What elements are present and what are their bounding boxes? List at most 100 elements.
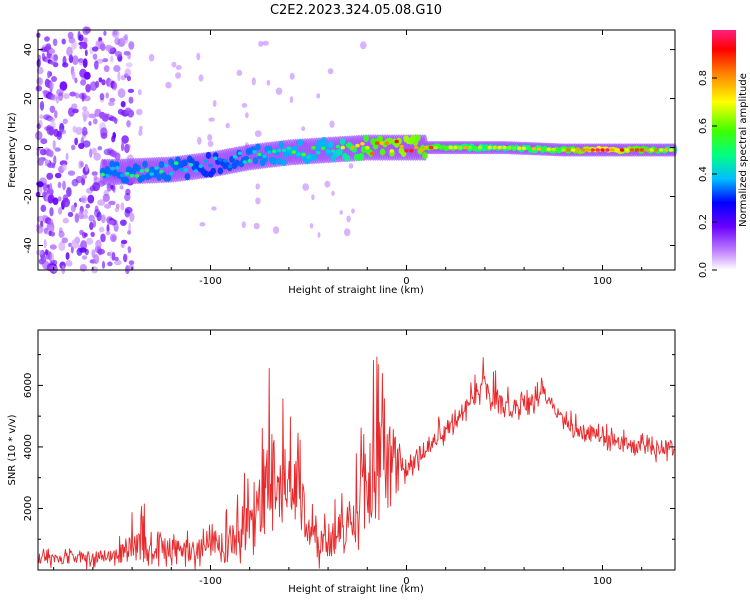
noise-speckle (54, 172, 62, 179)
noise-speckle (79, 45, 83, 50)
noise-speckle (245, 112, 249, 119)
ridge-blob (182, 159, 188, 167)
noise-speckle (62, 217, 69, 224)
noise-speckle (58, 207, 63, 215)
ridge-core (468, 145, 473, 150)
ridge-core (649, 148, 654, 152)
ridge-core (379, 141, 385, 145)
ridge-core (399, 144, 404, 149)
ridge-core (218, 158, 223, 162)
ridge-core (350, 145, 355, 150)
ridge-core (262, 154, 267, 159)
noise-speckle (346, 215, 351, 223)
noise-speckle (48, 48, 56, 55)
ridge-blob (328, 141, 334, 149)
y-tick-label: 20 (23, 92, 34, 105)
ridge-core (267, 150, 272, 155)
noise-speckle (71, 144, 76, 151)
noise-speckle (35, 249, 44, 256)
noise-speckle (46, 172, 54, 180)
noise-speckle (121, 135, 129, 144)
noise-speckle (50, 252, 54, 262)
noise-speckle (49, 207, 54, 217)
noise-speckle (124, 193, 131, 202)
noise-speckle (40, 204, 47, 212)
ridge-core (115, 166, 120, 170)
noise-speckle (41, 214, 48, 219)
ridge-core (590, 148, 595, 152)
noise-speckle (53, 128, 59, 137)
noise-speckle (348, 163, 354, 169)
noise-speckle (40, 138, 48, 145)
noise-speckle (53, 54, 58, 62)
ridge-core (458, 145, 463, 150)
noise-speckle (39, 101, 45, 111)
noise-speckle (114, 37, 120, 45)
noise-speckle (109, 97, 116, 103)
noise-speckle (74, 213, 80, 223)
snr-marks (37, 356, 675, 570)
ridge-core (370, 151, 375, 156)
noise-speckle (106, 183, 112, 192)
ridge-core (541, 147, 546, 151)
ridge-core (193, 169, 198, 173)
ridge-core (654, 148, 659, 152)
noise-speckle (208, 117, 215, 122)
noise-speckle (61, 163, 67, 171)
ridge-core (423, 145, 429, 150)
ridge-blob (106, 168, 113, 176)
x-tick-label: 100 (593, 276, 612, 287)
noise-speckle (47, 70, 51, 79)
colorbar-tick-label: 0.4 (698, 166, 709, 182)
ridge-core (644, 148, 649, 152)
ridge-blob (123, 176, 129, 184)
colorbar-ticks: 0.0 0.2 0.4 0.6 0.8 (698, 70, 717, 278)
ridge-core (668, 148, 674, 152)
ridge-blob (172, 164, 179, 171)
noise-speckle (62, 197, 70, 208)
noise-speckle (241, 221, 246, 229)
noise-speckle (129, 212, 135, 222)
noise-speckle (128, 96, 134, 104)
noise-speckle (196, 52, 201, 61)
noise-speckle (44, 36, 50, 42)
noise-speckle (80, 195, 88, 204)
noise-speckle (44, 249, 49, 256)
y-tick-label: -40 (23, 237, 34, 253)
noise-speckle (128, 41, 135, 50)
noise-speckle (311, 194, 315, 201)
noise-speckle (49, 244, 57, 250)
ridge-core (149, 172, 154, 176)
noise-speckle (36, 58, 41, 68)
noise-speckle (101, 79, 106, 86)
snr-background (38, 330, 675, 570)
ridge-blob (156, 173, 162, 181)
noise-speckle (47, 218, 54, 226)
noise-speckle (49, 81, 54, 90)
ridge-core (301, 152, 306, 157)
noise-speckle (49, 264, 56, 273)
y-tick-label: 40 (23, 43, 34, 56)
noise-speckle (100, 233, 106, 243)
noise-speckle (93, 152, 101, 161)
noise-speckle (126, 120, 131, 128)
ridge-core (610, 148, 615, 152)
ridge-core (507, 146, 512, 150)
noise-speckle (81, 255, 88, 260)
noise-speckle (72, 55, 79, 66)
ridge-core (438, 145, 443, 150)
noise-speckle (97, 248, 105, 255)
noise-speckle (84, 49, 88, 57)
ridge-blob (165, 174, 172, 182)
noise-speckle (80, 79, 87, 86)
noise-speckle (82, 58, 88, 68)
noise-speckle (70, 204, 76, 213)
ridge-core (208, 163, 213, 168)
noise-speckle (48, 150, 54, 158)
noise-speckle (108, 101, 115, 106)
noise-speckle (99, 111, 106, 119)
ridge-core (355, 143, 360, 148)
spectrogram-x-axis-label: Height of straight line (km) (288, 285, 424, 296)
noise-speckle (103, 148, 112, 156)
ridge-core (629, 148, 635, 152)
